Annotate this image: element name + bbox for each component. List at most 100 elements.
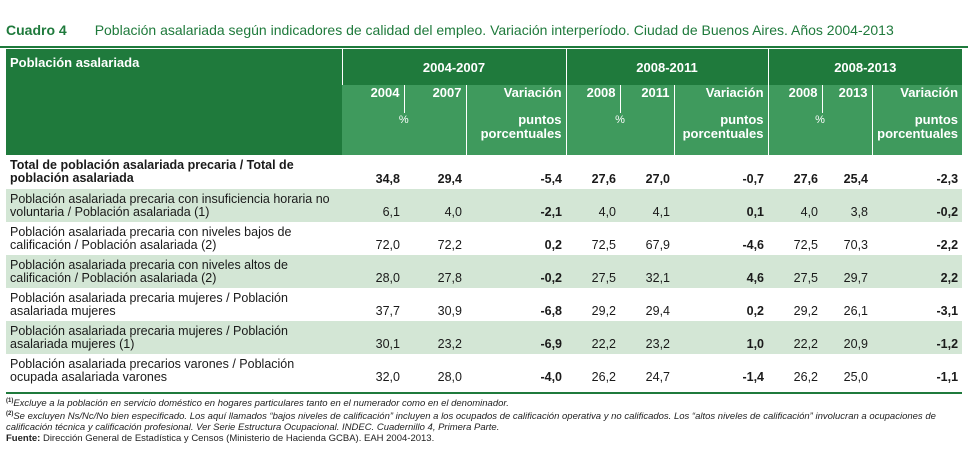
points-unit: puntos porcentuales <box>872 112 963 155</box>
variation-header: Variación <box>872 85 963 113</box>
variation-cell: -2,3 <box>936 172 959 186</box>
value-cell: 20,9 <box>843 337 869 351</box>
variation-cell: -6,8 <box>540 304 563 318</box>
variation-cell: 4,6 <box>746 271 765 285</box>
row-label: Población asalariada precarios varones /… <box>10 356 295 384</box>
footnote-2: (2)Se excluyen Ns/Nc/No bien especificad… <box>6 409 962 433</box>
footnote-mark: (1) <box>6 398 14 404</box>
variation-cell: 2,2 <box>940 271 959 285</box>
table-row: Población asalariada precaria mujeres / … <box>6 321 963 354</box>
table-caption: Población asalariada según indicadores d… <box>94 22 894 38</box>
year-header: 2011 <box>620 85 675 113</box>
table-row: Población asalariada precaria con nivele… <box>6 255 963 288</box>
value-cell: 4,0 <box>444 205 462 219</box>
points-unit-line1: puntos <box>518 112 562 127</box>
value-cell: 4,1 <box>652 205 671 219</box>
value-cell: 26,2 <box>591 370 617 384</box>
row-label: Población asalariada precaria con nivele… <box>10 257 288 285</box>
points-unit-line2: porcentuales <box>877 126 959 141</box>
row-label: Población asalariada precaria con nivele… <box>10 224 292 252</box>
footnote-1: (1)Excluye a la población en servicio do… <box>6 396 962 409</box>
value-cell: 25,0 <box>843 370 869 384</box>
value-cell: 22,2 <box>793 337 819 351</box>
footnote-mark: (2) <box>6 411 14 418</box>
variation-cell: -4,6 <box>742 238 765 252</box>
source-note: Fuente: Dirección General de Estadística… <box>6 433 962 444</box>
variation-cell: -2,2 <box>936 238 959 252</box>
table-row: Población asalariada precaria mujeres / … <box>6 288 962 321</box>
value-cell: 28,0 <box>437 370 462 384</box>
variation-cell: 0,1 <box>746 205 765 219</box>
points-unit-line1: puntos <box>914 112 959 127</box>
row-label: Total de población asalariada precaria /… <box>10 158 294 185</box>
value-cell: 25,4 <box>843 172 869 186</box>
variation-cell: 0,2 <box>746 304 765 318</box>
points-unit: puntos porcentuales <box>674 112 769 155</box>
variation-header: Variación <box>674 85 769 113</box>
table-number: Cuadro 4 <box>6 22 67 38</box>
value-cell: 29,4 <box>645 304 671 318</box>
variation-cell: -3,1 <box>936 304 959 318</box>
value-cell: 27,6 <box>591 172 617 186</box>
percent-unit: % <box>342 113 467 155</box>
value-cell: 30,1 <box>375 337 400 351</box>
value-cell: 3,8 <box>850 205 869 219</box>
header-blank <box>6 113 342 155</box>
row-label: Población asalariada precaria mujeres / … <box>10 323 288 351</box>
points-unit: puntos porcentuales <box>466 112 567 155</box>
year-header: 2004 <box>342 85 405 113</box>
value-cell: 30,9 <box>437 304 462 318</box>
table-title: Cuadro 4 Población asalariada según indic… <box>6 22 962 38</box>
value-cell: 24,7 <box>645 370 671 384</box>
value-cell: 27,0 <box>645 172 671 186</box>
variation-cell: -5,4 <box>540 172 563 186</box>
data-table: Población asalariada 2004-2007 2008-2011… <box>6 49 963 387</box>
variation-cell: -1,1 <box>936 370 959 384</box>
value-cell: 22,2 <box>591 337 617 351</box>
source-label: Fuente: <box>6 433 41 445</box>
value-cell: 70,3 <box>843 238 869 252</box>
points-unit-line2: porcentuales <box>682 126 764 141</box>
variation-header: Variación <box>466 85 567 113</box>
variation-cell: -6,9 <box>540 337 563 351</box>
year-header: 2008 <box>768 85 823 113</box>
source-text: Dirección General de Estadística y Censo… <box>42 433 435 445</box>
footnote-text: Se excluyen Ns/Nc/No bien especificado. … <box>6 411 936 434</box>
variation-cell: 1,0 <box>746 337 765 351</box>
value-cell: 72,2 <box>437 238 462 252</box>
value-cell: 29,7 <box>843 271 869 285</box>
variation-cell: -0,2 <box>540 271 563 285</box>
value-cell: 26,1 <box>843 304 869 318</box>
value-cell: 29,2 <box>591 304 617 318</box>
value-cell: 6,1 <box>382 205 400 219</box>
variation-cell: -0,2 <box>936 205 959 219</box>
variation-cell: -2,1 <box>540 205 563 219</box>
footnote-text: Excluye a la población en servicio domés… <box>13 398 509 410</box>
value-cell: 67,9 <box>645 238 671 252</box>
percent-unit: % <box>768 113 873 155</box>
value-cell: 27,6 <box>793 172 819 186</box>
table-body: Total de población asalariada precaria /… <box>6 155 963 387</box>
variation-cell: -1,4 <box>742 370 765 384</box>
points-unit-line1: puntos <box>720 112 764 127</box>
value-cell: 72,0 <box>375 238 400 252</box>
value-cell: 26,2 <box>793 370 819 384</box>
value-cell: 29,4 <box>437 172 462 186</box>
year-header: 2008 <box>566 85 621 113</box>
value-cell: 27,5 <box>793 271 819 285</box>
table-row: Total de población asalariada precaria /… <box>6 155 962 189</box>
bottom-rule <box>6 392 962 394</box>
value-cell: 37,7 <box>375 304 400 318</box>
table-row: Población asalariada precaria con nivele… <box>6 222 962 255</box>
value-cell: 72,5 <box>793 238 819 252</box>
value-cell: 23,2 <box>437 337 462 351</box>
period-header-2: 2008-2011 <box>566 49 769 85</box>
value-cell: 72,5 <box>591 238 617 252</box>
value-cell: 4,0 <box>598 205 617 219</box>
value-cell: 23,2 <box>645 337 671 351</box>
points-unit-line2: porcentuales <box>480 126 562 141</box>
value-cell: 32,1 <box>645 271 671 285</box>
value-cell: 27,8 <box>437 271 462 285</box>
year-header: 2007 <box>404 85 467 113</box>
period-header-3: 2008-2013 <box>768 49 963 85</box>
